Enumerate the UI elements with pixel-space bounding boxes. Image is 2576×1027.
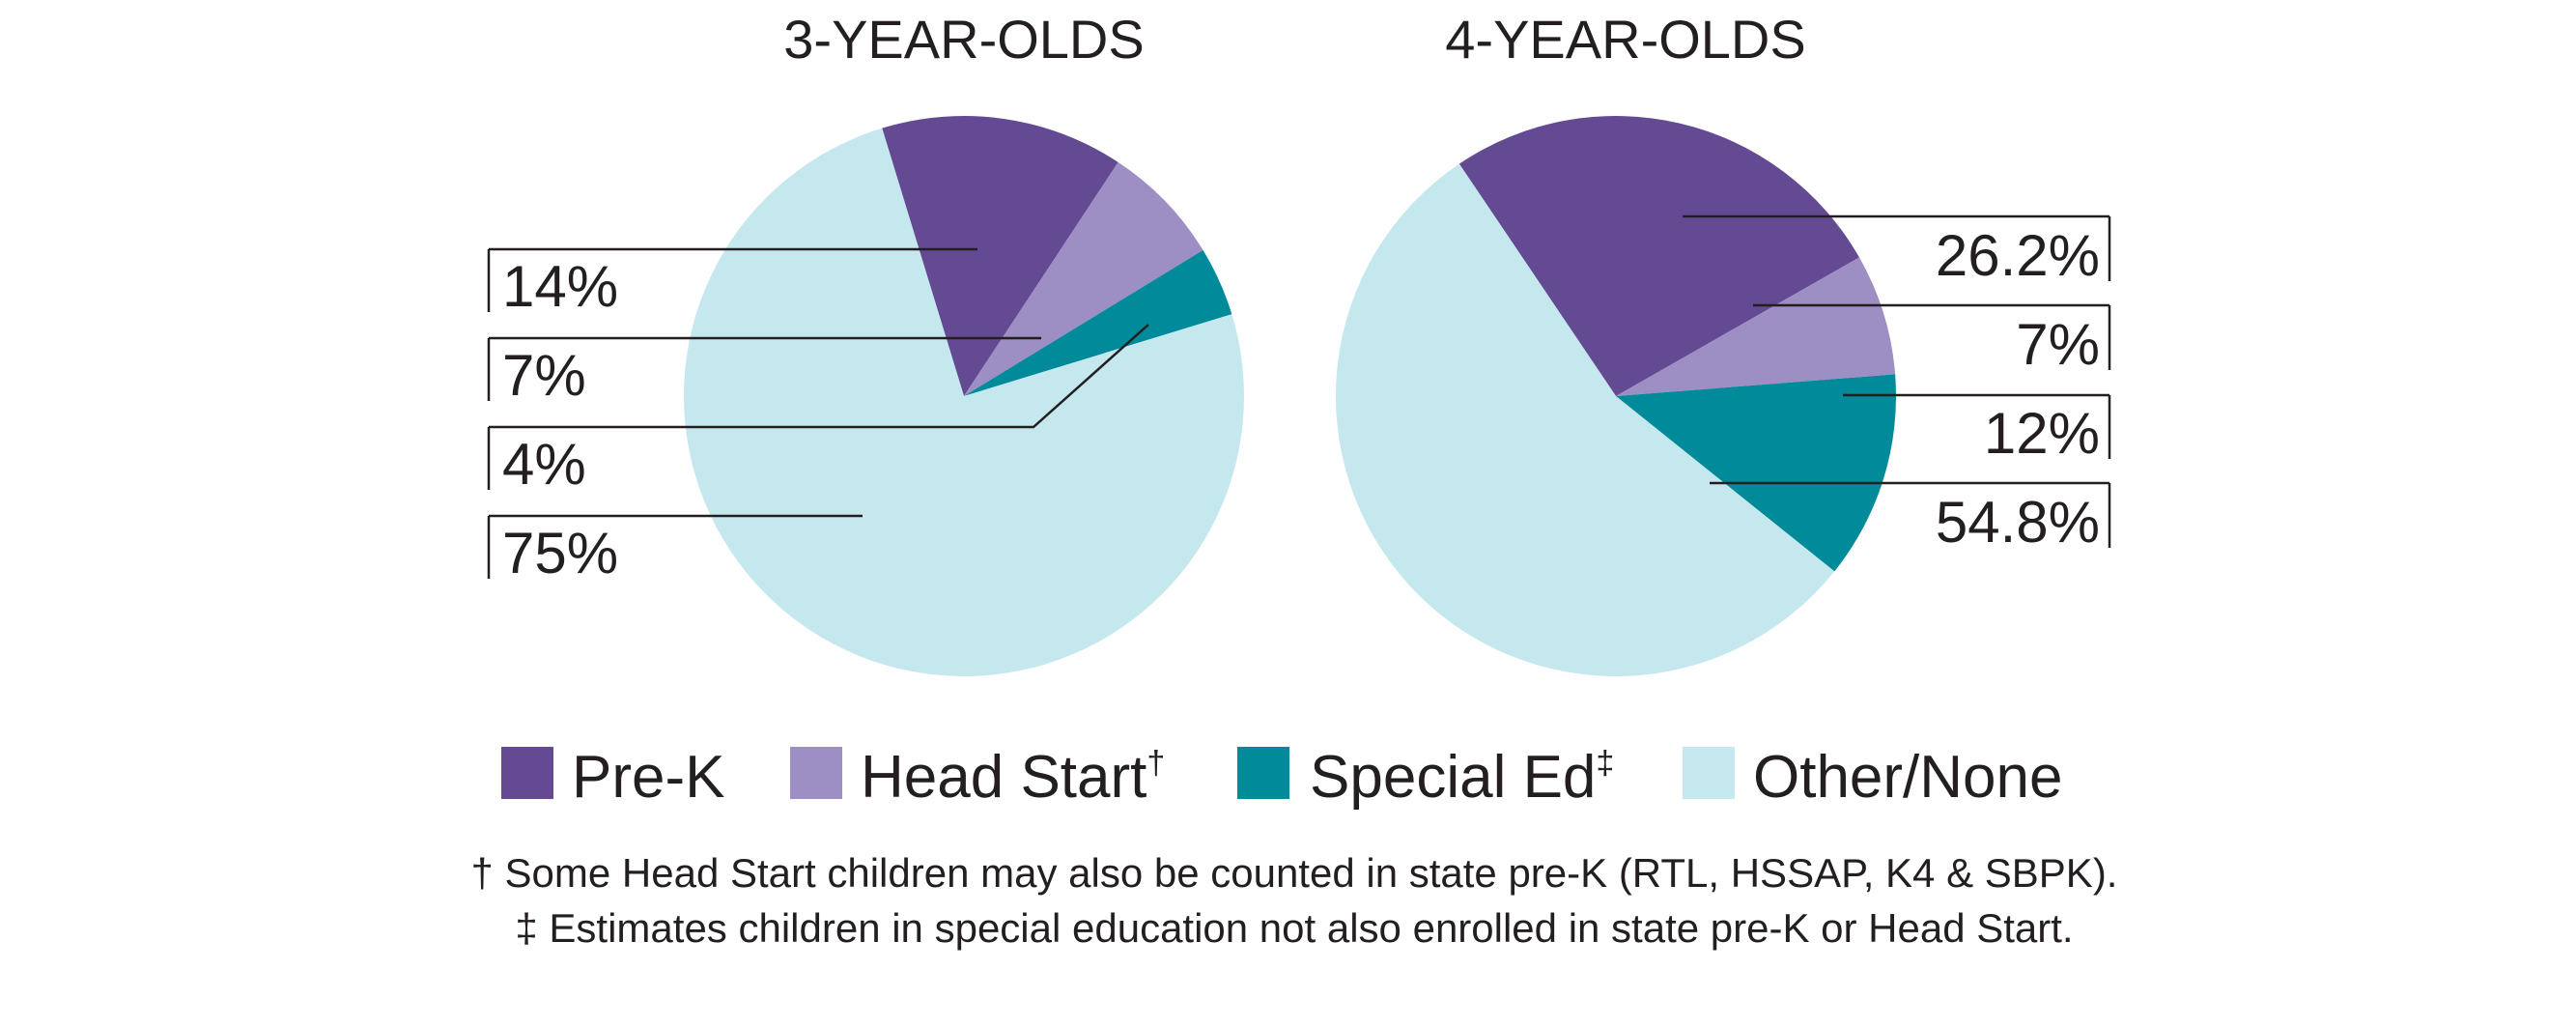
label-special-ed-4yo: 12% xyxy=(1984,401,2100,466)
label-other-4yo: 54.8% xyxy=(1936,490,2100,555)
leader-line-head-start-4yo xyxy=(1753,303,2111,370)
legend-label-special-ed: Special Ed‡ xyxy=(1310,744,1614,811)
legend-label-other-none: Other/None xyxy=(1753,744,2063,811)
legend-swatch-head-start xyxy=(790,747,842,799)
pie-slice-head-start-4yo xyxy=(1616,257,1896,396)
label-special-ed-3yo: 4% xyxy=(502,432,586,497)
legend-label-pre-k: Pre-K xyxy=(572,744,724,811)
legend-swatch-special-ed xyxy=(1237,747,1289,799)
pie-slice-special-ed-3yo xyxy=(964,249,1232,396)
label-other-3yo: 75% xyxy=(502,521,618,585)
footnote-special-ed: ‡ Estimates children in special educatio… xyxy=(515,905,2073,951)
leader-line-other-4yo xyxy=(1710,481,2111,548)
leader-line-special-ed-4yo xyxy=(1843,393,2111,459)
labels-3-year-olds: 14% 7% 4% 75% xyxy=(487,247,1149,585)
pie-3-year-olds xyxy=(684,115,1245,676)
chart-title-4-year-olds: 4-YEAR-OLDS xyxy=(1445,9,1805,70)
pie-slice-special-ed-4yo xyxy=(1616,374,1896,572)
leader-line-pre-k-3yo xyxy=(487,247,977,312)
label-head-start-3yo: 7% xyxy=(502,343,586,408)
legend-label-head-start: Head Start† xyxy=(861,744,1165,811)
footnote-head-start: † Some Head Start children may also be c… xyxy=(471,850,2118,896)
labels-4-year-olds: 26.2% 7% 12% 54.8% xyxy=(1683,214,2111,555)
pie-slice-other-none-3yo xyxy=(684,128,1245,676)
leader-line-other-3yo xyxy=(487,514,863,579)
chart-title-3-year-olds: 3-YEAR-OLDS xyxy=(783,9,1144,70)
legend: Pre-K Head Start† Special Ed‡ Other/None xyxy=(501,744,2063,811)
label-pre-k-3yo: 14% xyxy=(502,254,618,319)
leader-line-head-start-3yo xyxy=(487,336,1041,401)
legend-swatch-other-none xyxy=(1683,747,1735,799)
pie-4-year-olds xyxy=(1336,115,1896,676)
pie-slice-pre-k-4yo xyxy=(1458,115,1859,397)
pie-slice-other-none-4yo xyxy=(1336,163,1835,676)
label-pre-k-4yo: 26.2% xyxy=(1936,223,2100,288)
label-head-start-4yo: 7% xyxy=(2016,312,2100,377)
leader-line-pre-k-4yo xyxy=(1683,214,2111,281)
leader-line-special-ed-3yo xyxy=(487,324,1149,490)
legend-swatch-pre-k xyxy=(501,747,553,799)
pie-slice-pre-k-3yo xyxy=(882,115,1118,396)
